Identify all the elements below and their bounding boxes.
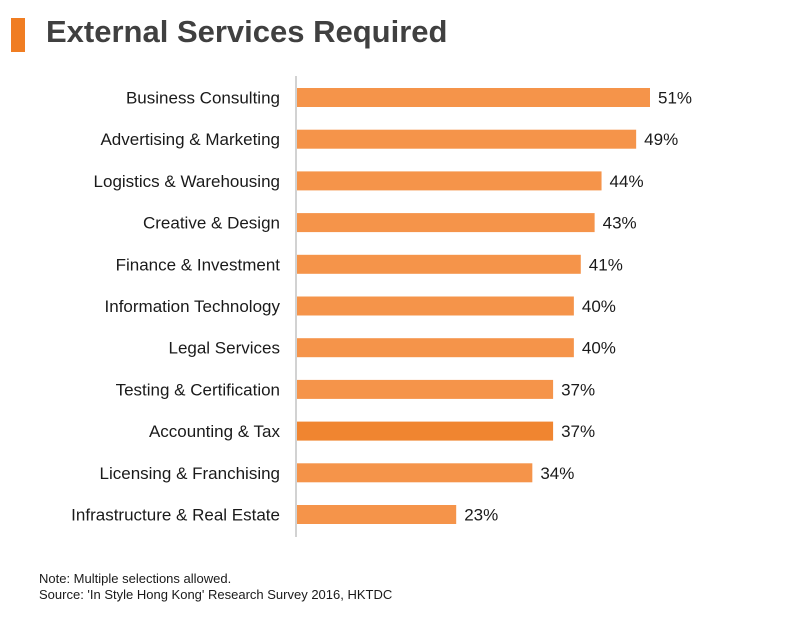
category-label: Legal Services [168,339,280,358]
title-accent-bar [11,18,25,52]
bar [297,254,581,274]
page-title: External Services Required [46,14,448,49]
chart-notes: Note: Multiple selections allowed. Sourc… [39,571,392,603]
value-label: 44% [610,172,644,191]
value-label: 40% [582,339,616,358]
bar [297,338,574,358]
bar-chart: Business Consulting 51% Advertising & Mark… [71,76,692,537]
category-label: Business Consulting [126,89,280,108]
bar [297,463,533,483]
bar [297,213,595,233]
bar [297,421,554,441]
value-label: 43% [603,214,637,233]
bar [297,505,457,524]
value-label: 37% [561,380,595,399]
bar [297,129,637,149]
value-label: 49% [644,130,678,149]
category-label: Testing & Certification [116,380,280,399]
category-label: Advertising & Marketing [100,130,280,149]
value-label: 40% [582,297,616,316]
bar [297,379,554,399]
value-label: 37% [561,422,595,441]
category-label: Finance & Investment [116,255,281,274]
category-label: Information Technology [105,297,281,316]
bar [297,296,574,316]
category-label: Logistics & Warehousing [94,172,280,191]
value-label: 41% [589,255,623,274]
value-label: 51% [658,89,692,108]
category-label: Creative & Design [143,214,280,233]
value-label: 23% [464,506,498,525]
bar [297,88,650,107]
bar [297,171,602,191]
note-text: Note: Multiple selections allowed. [39,571,232,586]
category-label: Accounting & Tax [149,422,281,441]
category-label: Licensing & Franchising [100,464,280,483]
value-label: 34% [540,464,574,483]
category-label: Infrastructure & Real Estate [71,506,280,525]
source-text: Source: 'In Style Hong Kong' Research Su… [39,587,393,602]
